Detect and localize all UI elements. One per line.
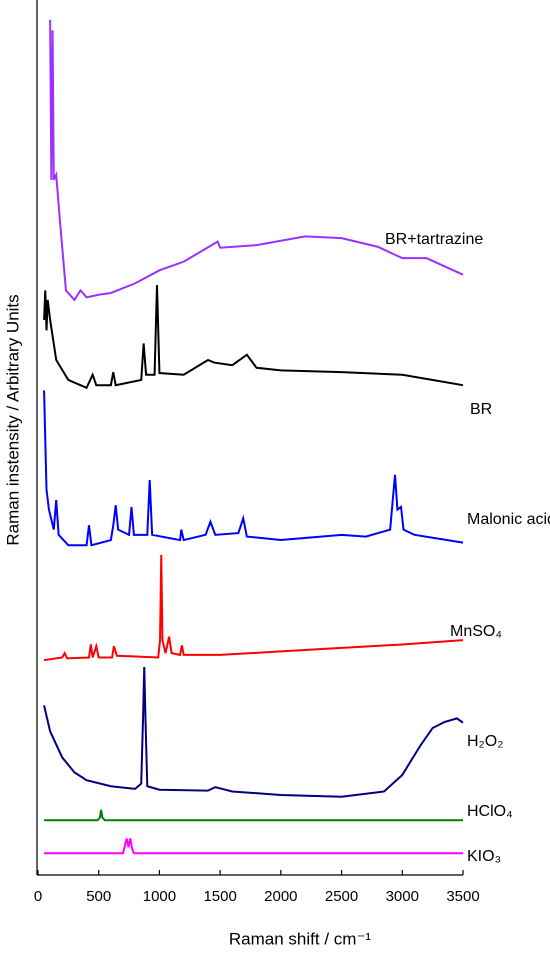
x-tick-label: 500	[86, 888, 111, 905]
x-axis-label: Raman shift / cm⁻¹	[229, 929, 372, 948]
series-label: KIO₃	[467, 848, 501, 865]
spectrum-line	[43, 285, 464, 390]
spectrum-line	[44, 809, 463, 822]
spectrum-line	[43, 390, 464, 547]
spectrum-line	[43, 667, 464, 798]
y-axis-label: Raman instensity / Arbitrary Units	[3, 294, 22, 545]
series-label: Malonic acid	[467, 511, 550, 528]
spectrum-line	[43, 554, 464, 662]
series-label: HClO₄	[467, 803, 513, 820]
x-tick-label: 0	[34, 888, 42, 905]
x-tick-label: 3500	[446, 888, 479, 905]
spectrum-line	[44, 838, 463, 855]
x-tick-label: 2500	[325, 888, 358, 905]
series-label: H₂O₂	[467, 733, 503, 750]
x-tick-label: 1000	[143, 888, 176, 905]
spectrum-line	[49, 19, 464, 302]
x-tick-label: 3000	[386, 888, 419, 905]
series-label: BR+tartrazine	[385, 231, 483, 248]
series-label: MnSO₄	[450, 623, 502, 640]
series-label: BR	[470, 401, 492, 418]
x-tick-label: 1500	[203, 888, 236, 905]
x-tick-label: 2000	[264, 888, 297, 905]
